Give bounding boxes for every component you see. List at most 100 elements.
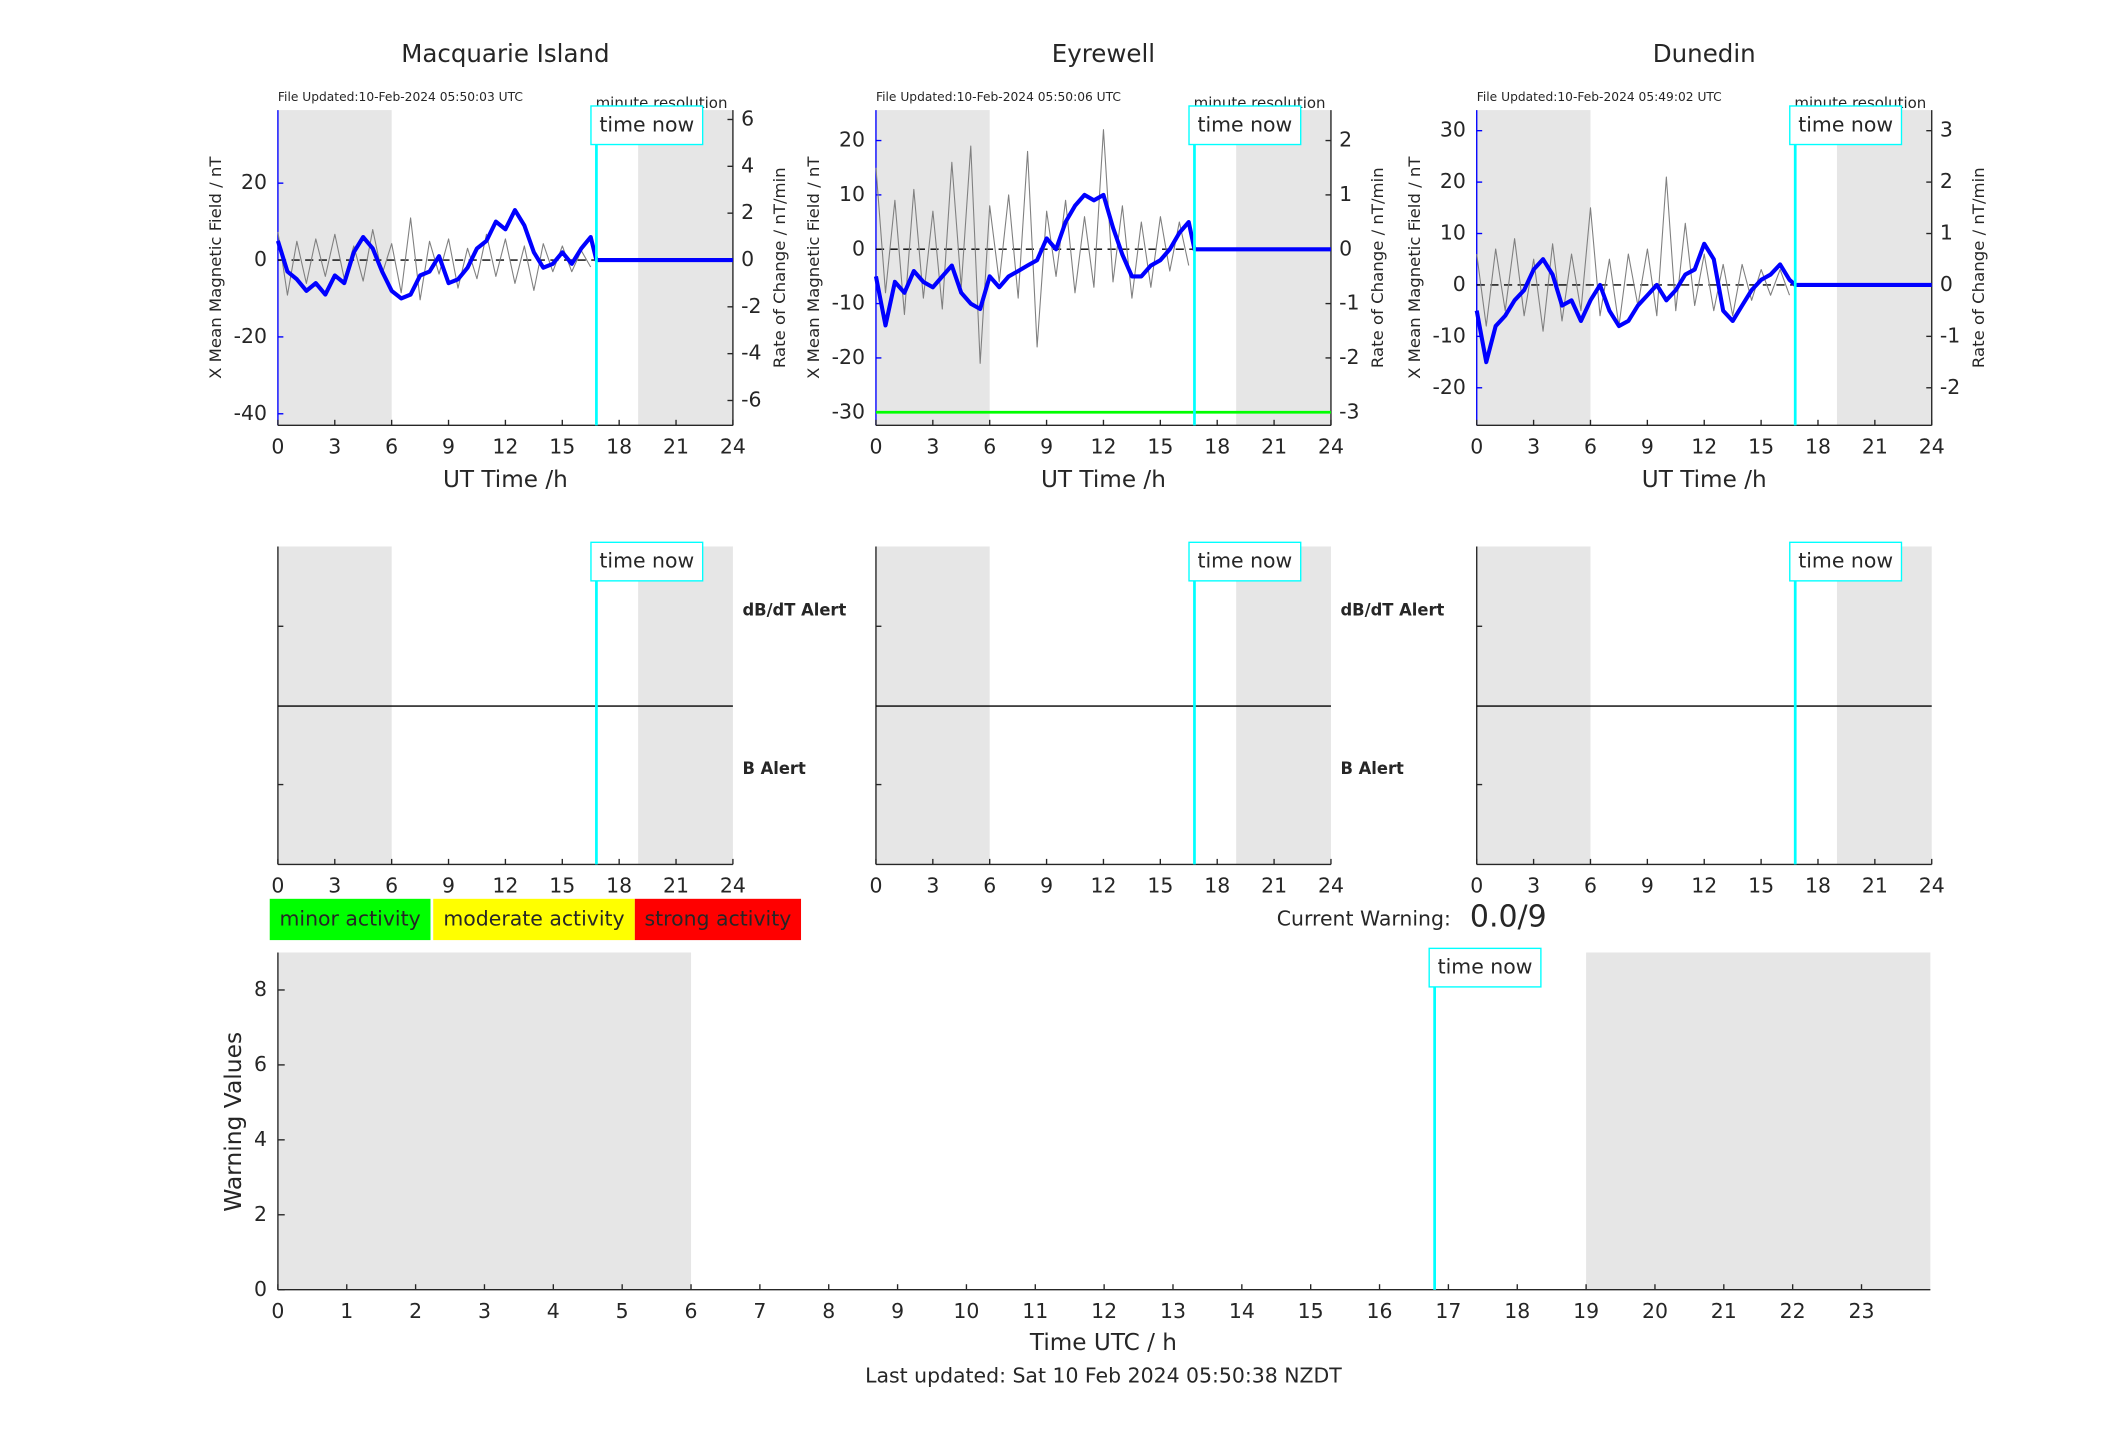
time-now-box <box>590 105 704 146</box>
x-tick-label: 24 <box>1318 434 1344 458</box>
y2-axis-label: Rate of Change / nT/min <box>1368 167 1387 368</box>
time-now-label: time now <box>1438 955 1533 979</box>
y2-tick-label: 4 <box>741 153 754 177</box>
x-tick-label: 3 <box>328 873 341 897</box>
x-axis-label: Time UTC / h <box>1029 1329 1177 1356</box>
x-tick-label: 21 <box>663 873 689 897</box>
data-line <box>875 129 1190 364</box>
y2-tick-label: -4 <box>741 341 761 365</box>
y-tick-label: 0 <box>254 247 267 271</box>
x-tick-label: 3 <box>478 1299 491 1323</box>
y2-tick-label: 1 <box>1339 182 1352 206</box>
x-tick-label: 15 <box>1298 1299 1324 1323</box>
y2-tick-label: 3 <box>1940 118 1953 142</box>
y2-tick-label: -2 <box>1940 375 1960 399</box>
y-tick-label: -30 <box>832 399 865 423</box>
x-tick-label: 16 <box>1367 1299 1393 1323</box>
y2-tick-label: -2 <box>1339 345 1359 369</box>
y-tick-label: -20 <box>832 345 865 369</box>
y2-axis-label: Rate of Change / nT/min <box>1969 167 1988 368</box>
level-label: moderate activity <box>443 906 624 930</box>
x-tick-label: 17 <box>1435 1299 1461 1323</box>
x-tick-label: 0 <box>271 1299 284 1323</box>
x-tick-label: 12 <box>1691 873 1717 897</box>
x-tick-label: 12 <box>1090 873 1116 897</box>
night-shading <box>1836 110 1932 426</box>
time-now-box <box>1789 541 1903 582</box>
level-swatch <box>433 898 635 941</box>
x-axis-label: UT Time /h <box>1041 466 1166 493</box>
x-tick-label: 24 <box>720 434 746 458</box>
y2-tick-label: 6 <box>741 106 754 130</box>
y-axis-label: X Mean Magnetic Field / nT <box>1405 156 1424 379</box>
night-shading <box>875 110 990 426</box>
y2-tick-label: -1 <box>1940 323 1960 347</box>
y-tick-label: 2 <box>254 1202 267 1226</box>
night-shading <box>277 952 692 1290</box>
x-tick-label: 24 <box>1318 873 1344 897</box>
x-tick-label: 24 <box>720 873 746 897</box>
x-tick-label: 3 <box>1527 434 1540 458</box>
time-now-box <box>1188 105 1302 146</box>
night-shading <box>638 110 733 426</box>
night-shading <box>1236 110 1331 426</box>
time-now-box <box>1428 947 1542 988</box>
y-tick-label: 6 <box>254 1052 267 1076</box>
y-axis-label: X Mean Magnetic Field / nT <box>206 156 225 379</box>
x-tick-label: 11 <box>1022 1299 1048 1323</box>
x-tick-label: 14 <box>1229 1299 1255 1323</box>
y2-tick-label: 0 <box>741 247 754 271</box>
y-tick-label: 30 <box>1440 118 1466 142</box>
y-tick-label: -40 <box>234 401 267 425</box>
data-line <box>1476 176 1791 332</box>
x-tick-label: 18 <box>1504 1299 1530 1323</box>
current-warning: 0.0/9 <box>1470 899 1547 934</box>
x-tick-label: 23 <box>1849 1299 1875 1323</box>
y2-axis-label: Rate of Change / nT/min <box>770 167 789 368</box>
x-tick-label: 6 <box>1584 873 1597 897</box>
file-updated: File Updated:10-Feb-2024 05:50:06 UTC <box>876 90 1121 104</box>
file-updated: File Updated:10-Feb-2024 05:49:02 UTC <box>1477 90 1722 104</box>
x-tick-label: 21 <box>663 434 689 458</box>
x-tick-label: 12 <box>1091 1299 1117 1323</box>
x-tick-label: 15 <box>1147 873 1173 897</box>
x-tick-label: 21 <box>1261 434 1287 458</box>
x-tick-label: 21 <box>1862 434 1888 458</box>
x-tick-label: 3 <box>926 873 939 897</box>
time-now-box <box>1188 541 1302 582</box>
x-tick-label: 4 <box>547 1299 560 1323</box>
x-tick-label: 0 <box>271 873 284 897</box>
data-line <box>873 192 1331 328</box>
x-tick-label: 0 <box>1470 434 1483 458</box>
x-tick-label: 18 <box>1805 873 1831 897</box>
x-tick-label: 6 <box>385 434 398 458</box>
x-tick-label: 6 <box>1584 434 1597 458</box>
x-tick-label: 18 <box>606 873 632 897</box>
alert-label: dB/dT Alert <box>1340 601 1444 620</box>
x-tick-label: 15 <box>549 873 575 897</box>
chart-title: Eyrewell <box>1052 39 1155 68</box>
x-tick-label: 18 <box>606 434 632 458</box>
x-tick-label: 3 <box>328 434 341 458</box>
night-shading <box>277 110 392 426</box>
x-tick-label: 18 <box>1805 434 1831 458</box>
y2-tick-label: -6 <box>741 387 761 411</box>
x-tick-label: 9 <box>1040 873 1053 897</box>
x-tick-label: 19 <box>1573 1299 1599 1323</box>
x-tick-label: 24 <box>1919 434 1945 458</box>
night-shading <box>1586 952 1931 1290</box>
y-tick-label: -20 <box>1432 375 1465 399</box>
level-label: minor activity <box>280 906 421 930</box>
x-tick-label: 21 <box>1261 873 1287 897</box>
y2-tick-label: 0 <box>1339 236 1352 260</box>
y-tick-label: 20 <box>241 170 267 194</box>
x-tick-label: 9 <box>1641 873 1654 897</box>
y-tick-label: -10 <box>1432 323 1465 347</box>
chart-title: Macquarie Island <box>401 39 609 68</box>
x-tick-label: 9 <box>442 873 455 897</box>
x-axis-label: UT Time /h <box>443 466 568 493</box>
x-tick-label: 12 <box>492 873 518 897</box>
y-axis-label: Warning Values <box>220 1032 247 1212</box>
x-tick-label: 20 <box>1642 1299 1668 1323</box>
